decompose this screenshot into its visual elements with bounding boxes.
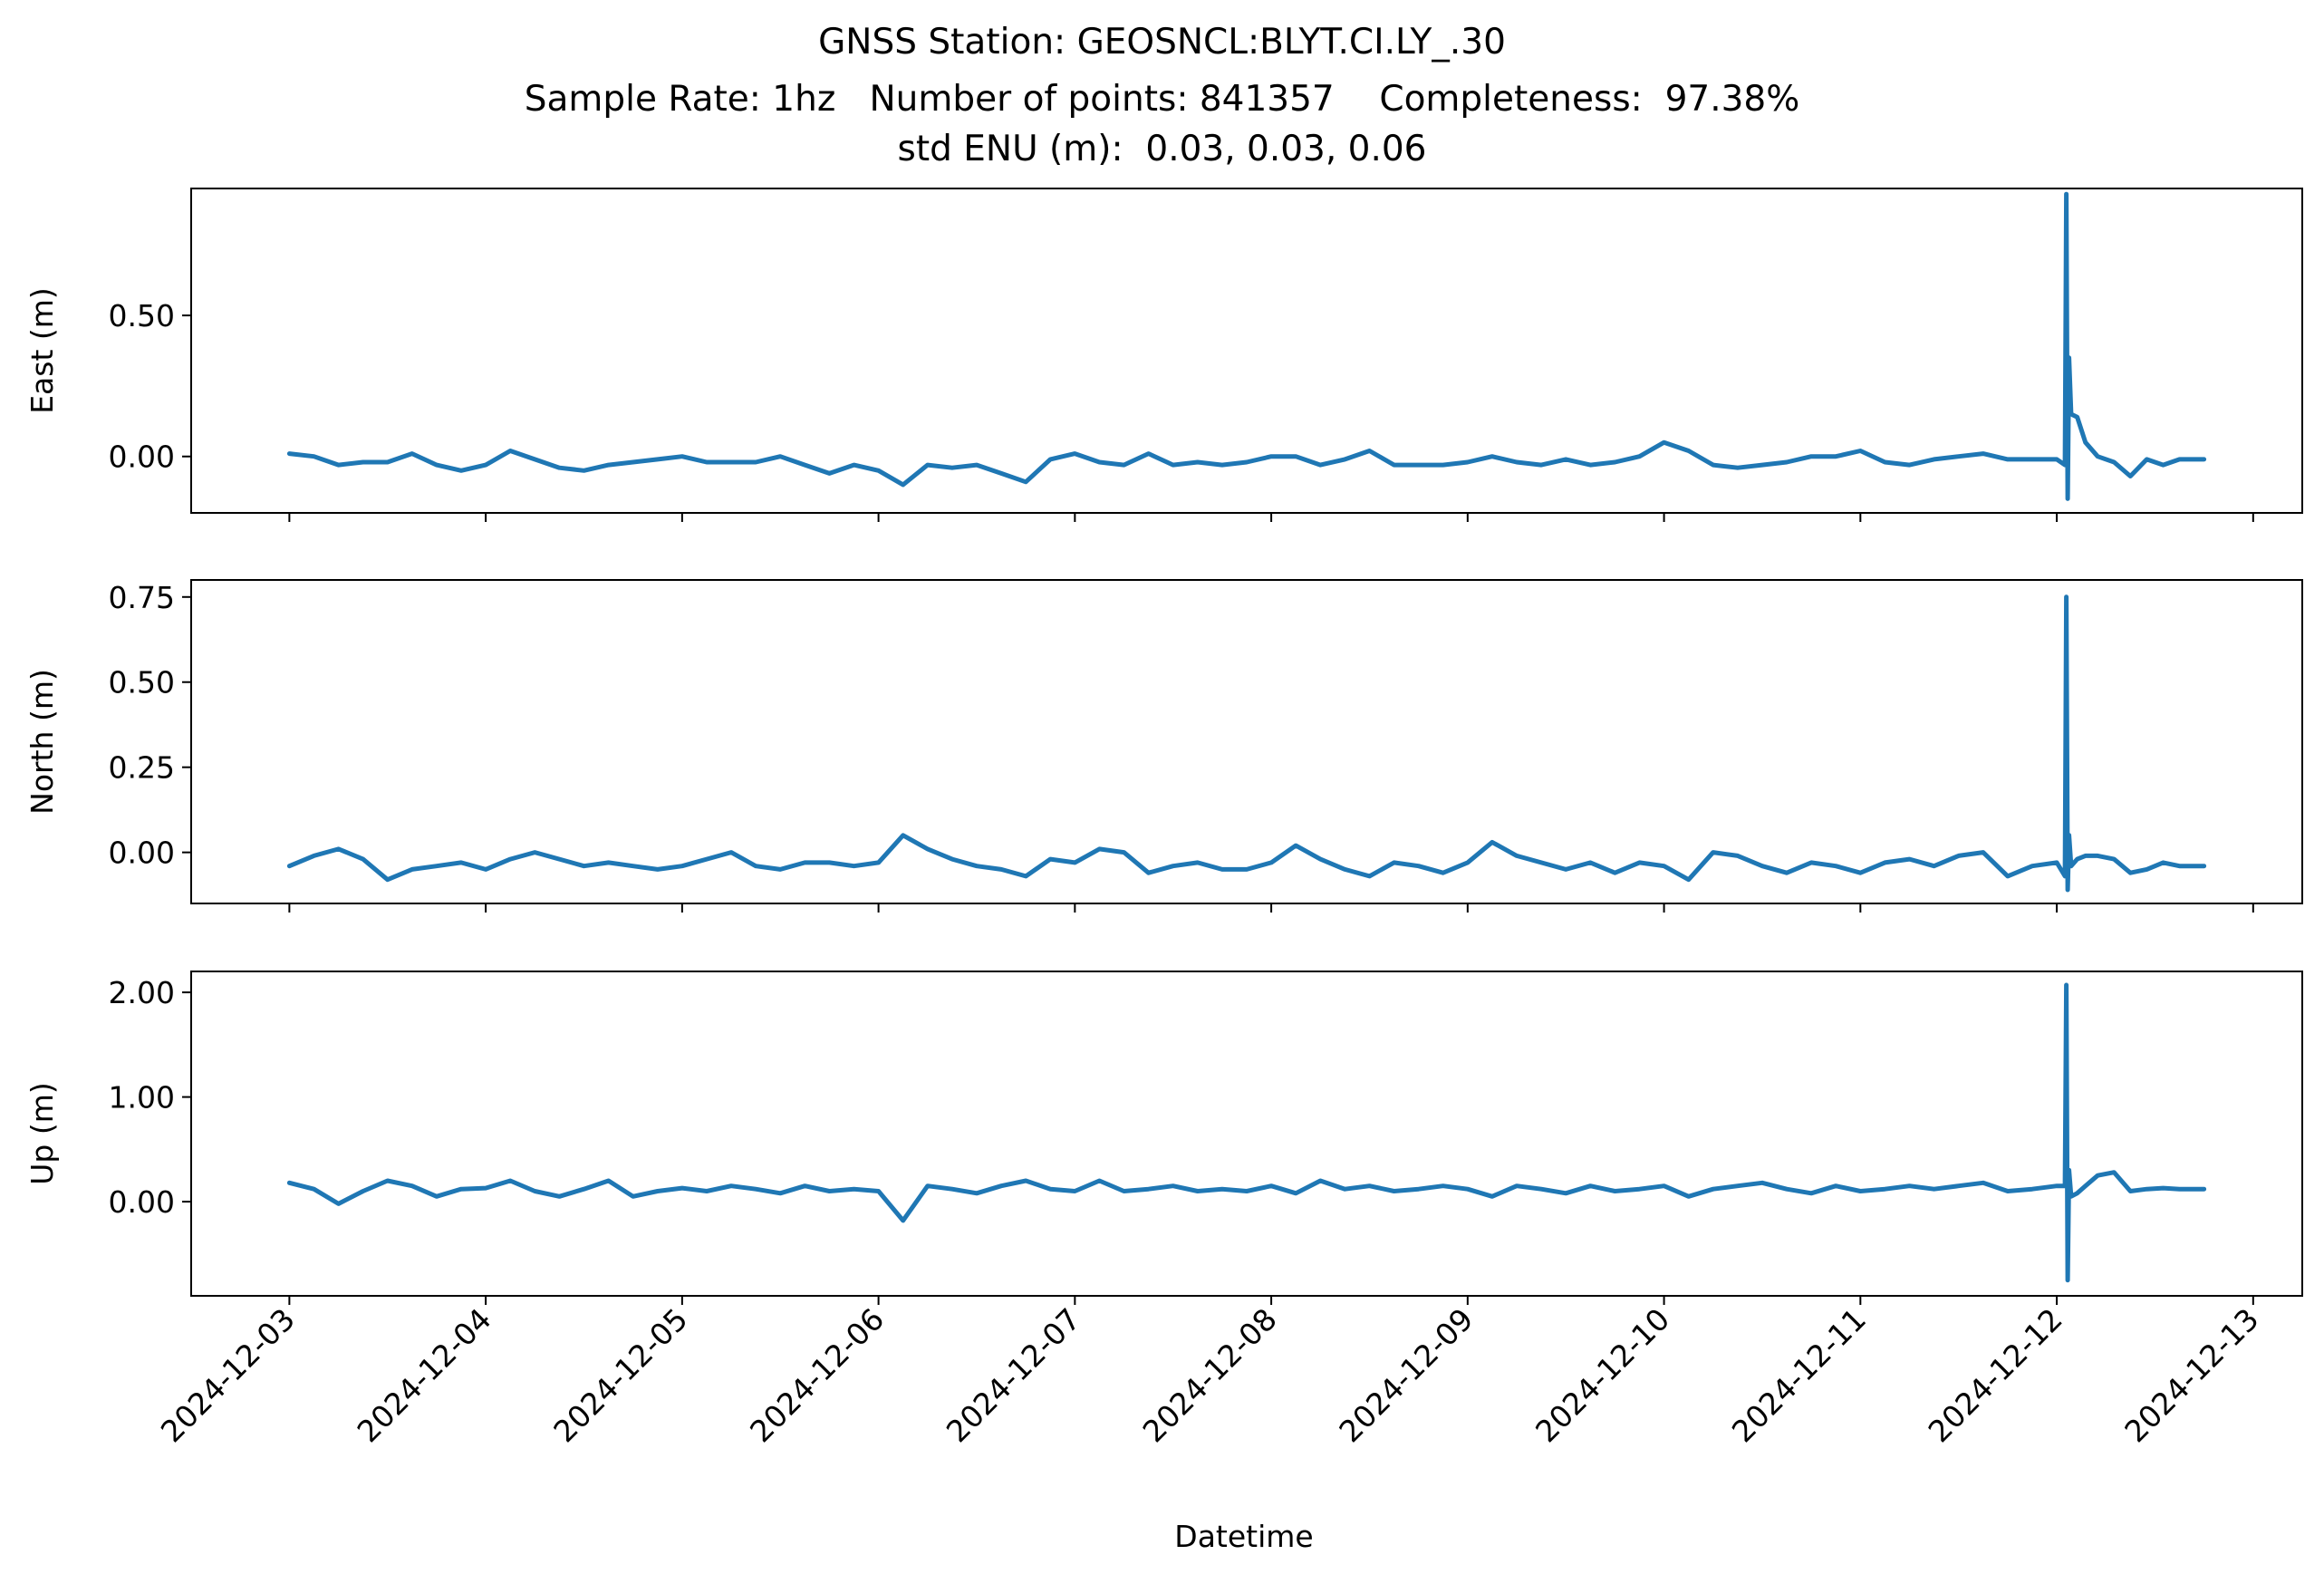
east-ytick-label: 0.00 xyxy=(109,439,175,475)
east-ylabel: East (m) xyxy=(24,287,60,414)
east-series-line xyxy=(286,191,2207,501)
xtick-label: 2024-12-07 xyxy=(940,1301,1087,1449)
east-axes-frame xyxy=(190,188,2303,514)
up-ytick-label: 0.00 xyxy=(109,1184,175,1220)
up-ylabel: Up (m) xyxy=(24,1082,60,1185)
chart-title-line-1: GNSS Station: GEOSNCL:BLYT.CI.LY_.30 xyxy=(818,22,1506,63)
north-ytick-label: 0.00 xyxy=(109,835,175,871)
north-ytick-label: 0.50 xyxy=(109,665,175,700)
north-ytick-label: 0.75 xyxy=(109,580,175,615)
xtick-label: 2024-12-06 xyxy=(743,1301,891,1449)
up-series-line xyxy=(286,982,2207,1283)
east-ytick-label: 0.50 xyxy=(109,298,175,333)
x-axis-label: Datetime xyxy=(1174,1519,1313,1554)
xtick-label: 2024-12-12 xyxy=(1922,1301,2069,1449)
north-ytick-label: 0.25 xyxy=(109,750,175,786)
up-axes-frame xyxy=(190,971,2303,1297)
xtick-label: 2024-12-11 xyxy=(1725,1301,1873,1449)
xtick-label: 2024-12-10 xyxy=(1528,1301,1676,1449)
xtick-label: 2024-12-05 xyxy=(546,1301,694,1449)
up-ytick-label: 1.00 xyxy=(109,1080,175,1116)
chart-title-line-3: std ENU (m): 0.03, 0.03, 0.06 xyxy=(897,129,1427,169)
xtick-label: 2024-12-08 xyxy=(1136,1301,1284,1449)
north-axes-frame xyxy=(190,579,2303,904)
up-ytick-label: 2.00 xyxy=(109,975,175,1010)
chart-title-line-2: Sample Rate: 1hz Number of points: 84135… xyxy=(524,79,1800,120)
north-ylabel: North (m) xyxy=(24,669,60,815)
xtick-label: 2024-12-03 xyxy=(154,1301,302,1449)
xtick-label: 2024-12-09 xyxy=(1332,1301,1480,1449)
north-series-line xyxy=(286,594,2207,893)
xtick-label: 2024-12-13 xyxy=(2117,1301,2265,1449)
xtick-label: 2024-12-04 xyxy=(351,1301,498,1449)
